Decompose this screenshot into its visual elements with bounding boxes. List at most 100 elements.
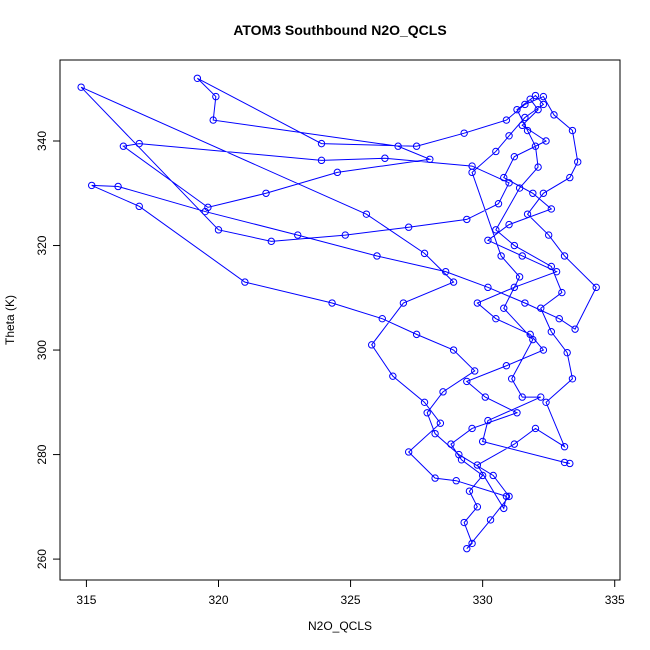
data-point [193,74,202,82]
y-tick-label: 320 [35,235,49,255]
data-point [531,424,540,433]
data-point [463,377,471,386]
data-point [209,116,217,124]
data-point [542,137,550,145]
data-point [135,202,143,211]
data-point [439,388,447,396]
data-point [529,335,537,344]
data-point [547,205,556,213]
x-tick-label: 320 [208,593,228,607]
data-point [537,304,545,312]
chart-title: ATOM3 Southbound N2O_QCLS [233,22,446,38]
data-point [426,155,434,163]
data-point [592,283,600,292]
data-point [505,492,513,501]
data-point [550,111,558,119]
data-point [481,393,489,401]
data-point [502,492,511,501]
data-point [544,231,553,239]
data-point [471,367,479,375]
data-point [381,154,389,162]
data-point [500,173,508,182]
data-point [510,241,519,250]
data-point [555,314,563,323]
data-point [423,409,431,417]
data-point [294,231,302,239]
data-point [497,252,505,260]
data-point [529,189,537,197]
data-point [404,448,413,456]
data-point [399,299,408,307]
x-tick-label: 315 [76,593,96,607]
data-point [505,220,513,229]
data-point [513,105,521,114]
data-point [539,189,548,197]
data-point [521,299,529,307]
data-point [431,474,439,482]
x-tick-label: 325 [341,593,361,607]
y-axis-label: Theta (K) [3,295,17,345]
data-point [204,203,212,212]
data-point [558,288,566,297]
data-point [77,83,85,91]
data-point [473,299,482,307]
data-point [560,443,569,451]
data-point [484,416,492,425]
data-point [468,168,476,177]
data-point [420,398,429,407]
data-point [420,249,429,258]
data-point [465,487,474,495]
data-point [568,126,577,135]
data-point [566,459,574,468]
data-point [389,372,397,380]
data-point [404,223,413,231]
data-point [523,210,532,218]
data-point [537,393,545,401]
data-point [394,142,402,150]
data-point [460,518,468,527]
data-point [560,458,569,467]
data-point [114,182,122,191]
x-tick-label: 330 [473,593,493,607]
data-point [500,304,508,312]
data-point [494,200,503,208]
data-point [367,341,376,349]
data-point [515,184,524,192]
y-tick-label: 280 [35,444,49,464]
data-point [341,231,349,239]
data-point [563,348,571,357]
data-point [436,419,445,427]
data-point [478,471,487,480]
data-point [412,142,421,150]
plot-frame [59,59,621,581]
data-point [412,330,421,339]
data-point [521,100,529,109]
data-point [214,226,223,234]
data-point [523,126,532,135]
data-point [534,163,542,171]
data-point [119,142,128,150]
data-point [521,113,529,122]
data-point [547,328,556,336]
data-point [449,278,458,286]
data-point [547,262,556,271]
data-point [539,100,548,109]
data-point [502,362,511,370]
data-point [317,156,326,165]
data-point [486,516,495,524]
data-point [534,105,542,114]
data-point [463,215,471,224]
y-tick-label: 300 [35,340,49,360]
data-point [510,152,519,161]
data-point [526,95,534,103]
data-point [539,346,548,354]
data-point [431,429,439,438]
data-point [492,147,500,156]
data-point [560,252,569,260]
y-tick-label: 340 [35,131,49,151]
x-axis-label: N2O_QCLS [308,619,372,633]
data-point [574,158,582,166]
data-point [262,189,270,197]
